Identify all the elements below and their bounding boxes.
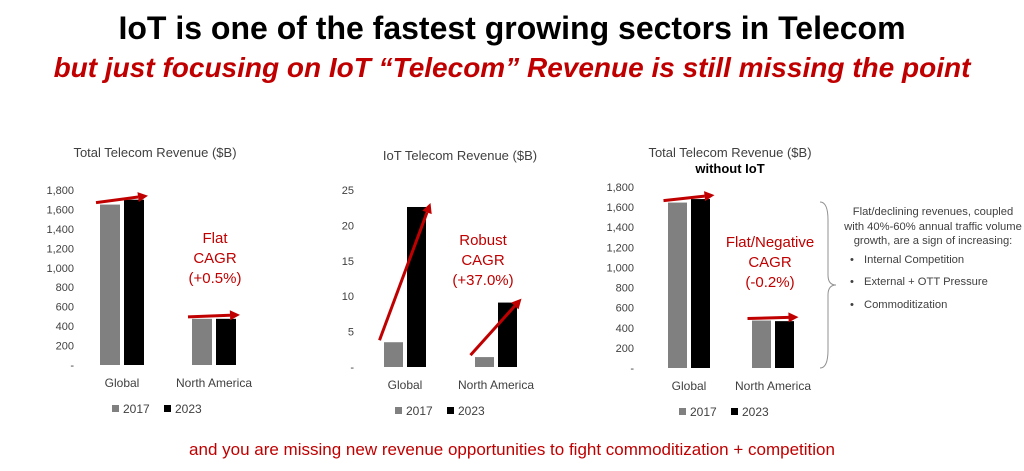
chart-iot-telecom-revenue: IoT Telecom Revenue ($B) - 5 10 15 20 25 Global… bbox=[320, 130, 560, 420]
growth-arrow-head bbox=[229, 310, 240, 321]
bar-2017-north-america bbox=[752, 320, 771, 368]
legend-swatch-2017 bbox=[112, 405, 119, 412]
legend-swatch-2017 bbox=[679, 408, 686, 415]
chart-subtitle: without IoT bbox=[694, 161, 764, 176]
legend-label-2023: 2023 bbox=[458, 404, 485, 418]
legend-swatch-2023 bbox=[447, 407, 454, 414]
side-note-bullet: External + OTT Pressure bbox=[850, 275, 1024, 290]
chart-total-revenue-without-iot: Total Telecom Revenue ($B) without IoT - 20… bbox=[590, 130, 835, 420]
y-tick-label: 800 bbox=[616, 283, 634, 295]
category-label: Global bbox=[388, 378, 423, 392]
growth-arrow-head bbox=[704, 191, 715, 202]
y-tick-label: 400 bbox=[56, 321, 74, 333]
y-tick-label: 25 bbox=[342, 185, 354, 197]
cagr-annotation: Flat bbox=[202, 230, 228, 247]
growth-arrow-head bbox=[511, 298, 522, 310]
y-tick-label: 1,800 bbox=[46, 185, 74, 197]
y-tick-label: 15 bbox=[342, 256, 354, 268]
category-label: North America bbox=[458, 378, 534, 392]
y-tick-label: - bbox=[350, 362, 354, 374]
footer-note: and you are missing new revenue opportun… bbox=[189, 440, 835, 459]
bar-2023-global bbox=[124, 199, 144, 365]
y-tick-label: 5 bbox=[348, 327, 354, 339]
legend-swatch-2023 bbox=[164, 405, 171, 412]
side-note-intro: Flat/declining revenues, coupled with 40… bbox=[844, 206, 1022, 247]
cagr-annotation: (-0.2%) bbox=[745, 274, 794, 291]
legend-label-2023: 2023 bbox=[742, 405, 769, 419]
y-tick-label: 10 bbox=[342, 291, 354, 303]
bar-2023-global bbox=[407, 206, 426, 367]
category-label: Global bbox=[672, 379, 707, 393]
bar-2017-north-america bbox=[475, 357, 494, 367]
growth-arrow-head bbox=[137, 192, 148, 202]
legend-label-2017: 2017 bbox=[690, 405, 717, 419]
y-tick-label: 200 bbox=[616, 343, 634, 355]
category-label: North America bbox=[735, 379, 811, 393]
y-tick-label: 1,200 bbox=[46, 243, 74, 255]
legend-swatch-2023 bbox=[731, 408, 738, 415]
side-note-bullet: Internal Competition bbox=[850, 253, 1024, 268]
y-tick-label: 600 bbox=[56, 302, 74, 314]
side-note-list: Internal Competition External + OTT Pres… bbox=[842, 253, 1024, 313]
cagr-annotation: CAGR bbox=[748, 254, 792, 271]
y-tick-label: 1,400 bbox=[606, 222, 634, 234]
page-title: IoT is one of the fastest growing sector… bbox=[118, 10, 906, 46]
bar-2023-north-america bbox=[775, 321, 794, 368]
side-note: Flat/declining revenues, coupled with 40… bbox=[842, 205, 1024, 320]
y-tick-label: - bbox=[630, 363, 634, 375]
legend-label-2017: 2017 bbox=[123, 402, 150, 416]
y-tick-label: 1,800 bbox=[606, 182, 634, 194]
y-tick-label: 600 bbox=[616, 303, 634, 315]
growth-arrow-line bbox=[469, 304, 516, 357]
y-tick-label: 800 bbox=[56, 282, 74, 294]
chart-title: Total Telecom Revenue ($B) bbox=[648, 145, 811, 160]
page-subtitle: but just focusing on IoT “Telecom” Reven… bbox=[53, 52, 971, 83]
growth-arrow-head bbox=[422, 202, 432, 215]
side-note-bullet: Commoditization bbox=[850, 298, 1024, 313]
legend-label-2017: 2017 bbox=[406, 404, 433, 418]
chart-title: Total Telecom Revenue ($B) bbox=[73, 145, 236, 160]
brace-icon bbox=[819, 201, 837, 369]
y-tick-label: 1,400 bbox=[46, 224, 74, 236]
legend-swatch-2017 bbox=[395, 407, 402, 414]
y-tick-label: 400 bbox=[616, 323, 634, 335]
bar-2017-north-america bbox=[192, 318, 212, 365]
growth-arrow-line bbox=[747, 315, 789, 321]
cagr-annotation: (+37.0%) bbox=[452, 272, 513, 289]
growth-arrow-line bbox=[663, 194, 705, 203]
chart-title: IoT Telecom Revenue ($B) bbox=[383, 148, 537, 163]
cagr-annotation: Flat/Negative bbox=[726, 234, 814, 251]
growth-arrow-line bbox=[187, 313, 231, 319]
y-tick-label: 1,600 bbox=[46, 204, 74, 216]
growth-arrow-line bbox=[378, 211, 429, 341]
chart-total-telecom-revenue: Total Telecom Revenue ($B) - 200 400 600 800 1… bbox=[30, 130, 270, 420]
y-tick-label: 1,600 bbox=[606, 202, 634, 214]
growth-arrow-head bbox=[788, 312, 799, 323]
bar-2017-global bbox=[668, 202, 687, 368]
cagr-annotation: CAGR bbox=[193, 250, 237, 267]
cagr-annotation: Robust bbox=[459, 232, 507, 249]
y-tick-label: - bbox=[70, 360, 74, 372]
y-tick-label: 1,000 bbox=[606, 262, 634, 274]
cagr-annotation: (+0.5%) bbox=[189, 270, 242, 287]
bar-2017-global bbox=[100, 204, 120, 365]
category-label: North America bbox=[176, 376, 252, 390]
cagr-annotation: CAGR bbox=[461, 252, 505, 269]
y-tick-label: 1,200 bbox=[606, 242, 634, 254]
legend-label-2023: 2023 bbox=[175, 402, 202, 416]
bar-2017-global bbox=[384, 342, 403, 367]
bar-2023-global bbox=[691, 199, 710, 368]
growth-arrow-line bbox=[95, 195, 139, 205]
category-label: Global bbox=[105, 376, 140, 390]
y-tick-label: 20 bbox=[342, 220, 354, 232]
bar-2023-north-america bbox=[216, 318, 236, 365]
y-tick-label: 200 bbox=[56, 341, 74, 353]
y-tick-label: 1,000 bbox=[46, 263, 74, 275]
